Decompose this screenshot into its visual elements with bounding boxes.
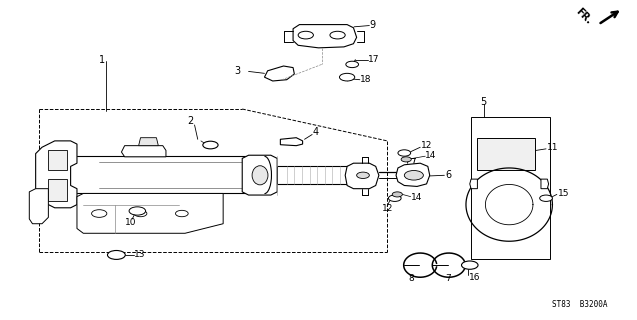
Text: 14: 14	[426, 151, 436, 160]
Polygon shape	[477, 138, 534, 170]
Polygon shape	[396, 163, 430, 187]
Polygon shape	[77, 194, 223, 233]
Text: 10: 10	[125, 218, 136, 227]
Text: FR.: FR.	[574, 6, 594, 26]
Circle shape	[357, 172, 369, 179]
Polygon shape	[280, 138, 303, 146]
Text: 18: 18	[361, 75, 372, 84]
Text: 2: 2	[187, 116, 193, 126]
Circle shape	[346, 61, 359, 68]
Circle shape	[298, 31, 313, 39]
Text: 11: 11	[547, 143, 558, 152]
Text: 17: 17	[368, 54, 380, 63]
Circle shape	[203, 141, 218, 149]
Text: 14: 14	[411, 193, 422, 202]
Text: 1: 1	[99, 55, 105, 65]
Polygon shape	[139, 138, 159, 146]
Circle shape	[401, 157, 412, 162]
Polygon shape	[469, 179, 477, 189]
Text: 7: 7	[446, 274, 452, 283]
Polygon shape	[29, 189, 48, 224]
Circle shape	[392, 192, 403, 197]
Circle shape	[398, 150, 411, 156]
Circle shape	[175, 210, 188, 217]
Circle shape	[404, 171, 424, 180]
Circle shape	[92, 210, 107, 217]
Polygon shape	[48, 179, 68, 201]
Text: 6: 6	[445, 170, 451, 180]
Text: 12: 12	[382, 204, 394, 213]
Text: 12: 12	[421, 141, 433, 150]
Circle shape	[129, 207, 146, 215]
Polygon shape	[541, 179, 548, 189]
Polygon shape	[48, 150, 68, 170]
Circle shape	[108, 251, 125, 260]
Text: 9: 9	[369, 20, 375, 29]
Text: 4: 4	[312, 127, 318, 137]
Text: 8: 8	[409, 274, 415, 283]
Polygon shape	[36, 141, 77, 208]
Polygon shape	[293, 25, 357, 48]
Text: 5: 5	[480, 97, 487, 107]
Polygon shape	[345, 163, 379, 189]
Text: 3: 3	[234, 66, 241, 76]
Circle shape	[540, 195, 552, 201]
Polygon shape	[122, 146, 166, 157]
Circle shape	[389, 195, 401, 201]
Polygon shape	[264, 66, 294, 81]
Polygon shape	[466, 168, 552, 241]
Circle shape	[462, 261, 478, 269]
Text: ST83  B3200A: ST83 B3200A	[552, 300, 608, 309]
Ellipse shape	[252, 166, 268, 185]
Circle shape	[134, 210, 147, 217]
Circle shape	[330, 31, 345, 39]
Text: 15: 15	[557, 189, 569, 198]
Polygon shape	[242, 155, 277, 195]
Circle shape	[340, 73, 355, 81]
Text: 13: 13	[134, 250, 146, 259]
Text: 16: 16	[469, 273, 481, 282]
